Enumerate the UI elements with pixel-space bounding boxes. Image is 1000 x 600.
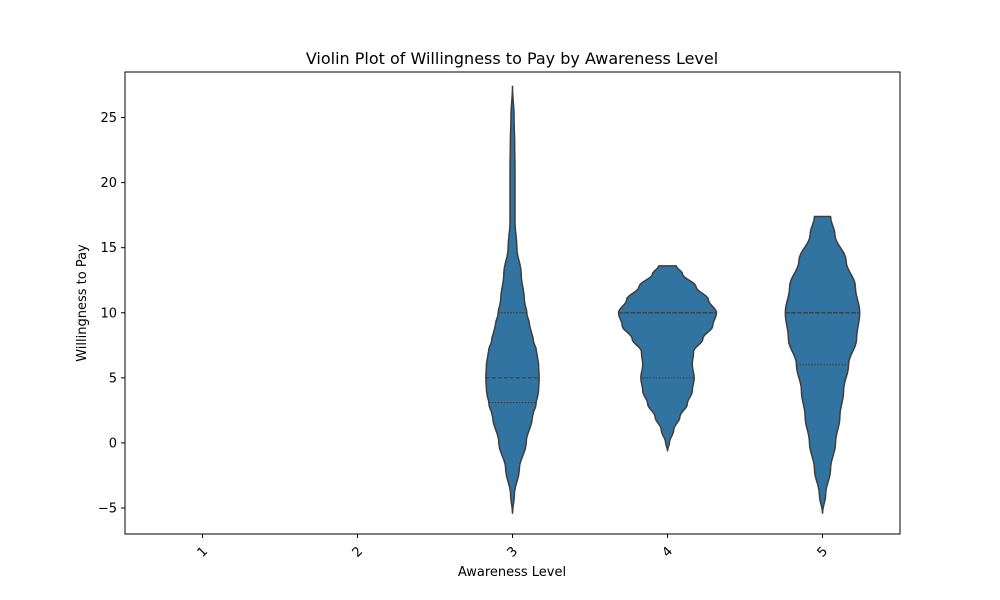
y-tick-label: 0 — [109, 436, 117, 451]
violin-body — [784, 215, 861, 514]
plot-area — [485, 85, 861, 514]
y-tick-label: 25 — [100, 111, 117, 126]
violin-body — [485, 85, 540, 514]
chart-title: Violin Plot of Willingness to Pay by Awa… — [306, 49, 718, 68]
violin-body — [617, 265, 718, 452]
y-axis: −5 0 5 10 15 20 25 — [98, 111, 125, 516]
violin-5 — [784, 215, 861, 514]
x-axis-label: Awareness Level — [458, 565, 566, 580]
y-tick-label: −5 — [98, 501, 117, 516]
y-tick-label: 15 — [100, 241, 117, 256]
y-tick-label: 5 — [109, 371, 117, 386]
y-tick-label: 20 — [100, 176, 117, 191]
violin-4 — [617, 265, 718, 452]
y-axis-label: Willingness to Pay — [75, 244, 90, 362]
violin-3 — [485, 85, 540, 514]
y-tick-label: 10 — [100, 306, 117, 321]
